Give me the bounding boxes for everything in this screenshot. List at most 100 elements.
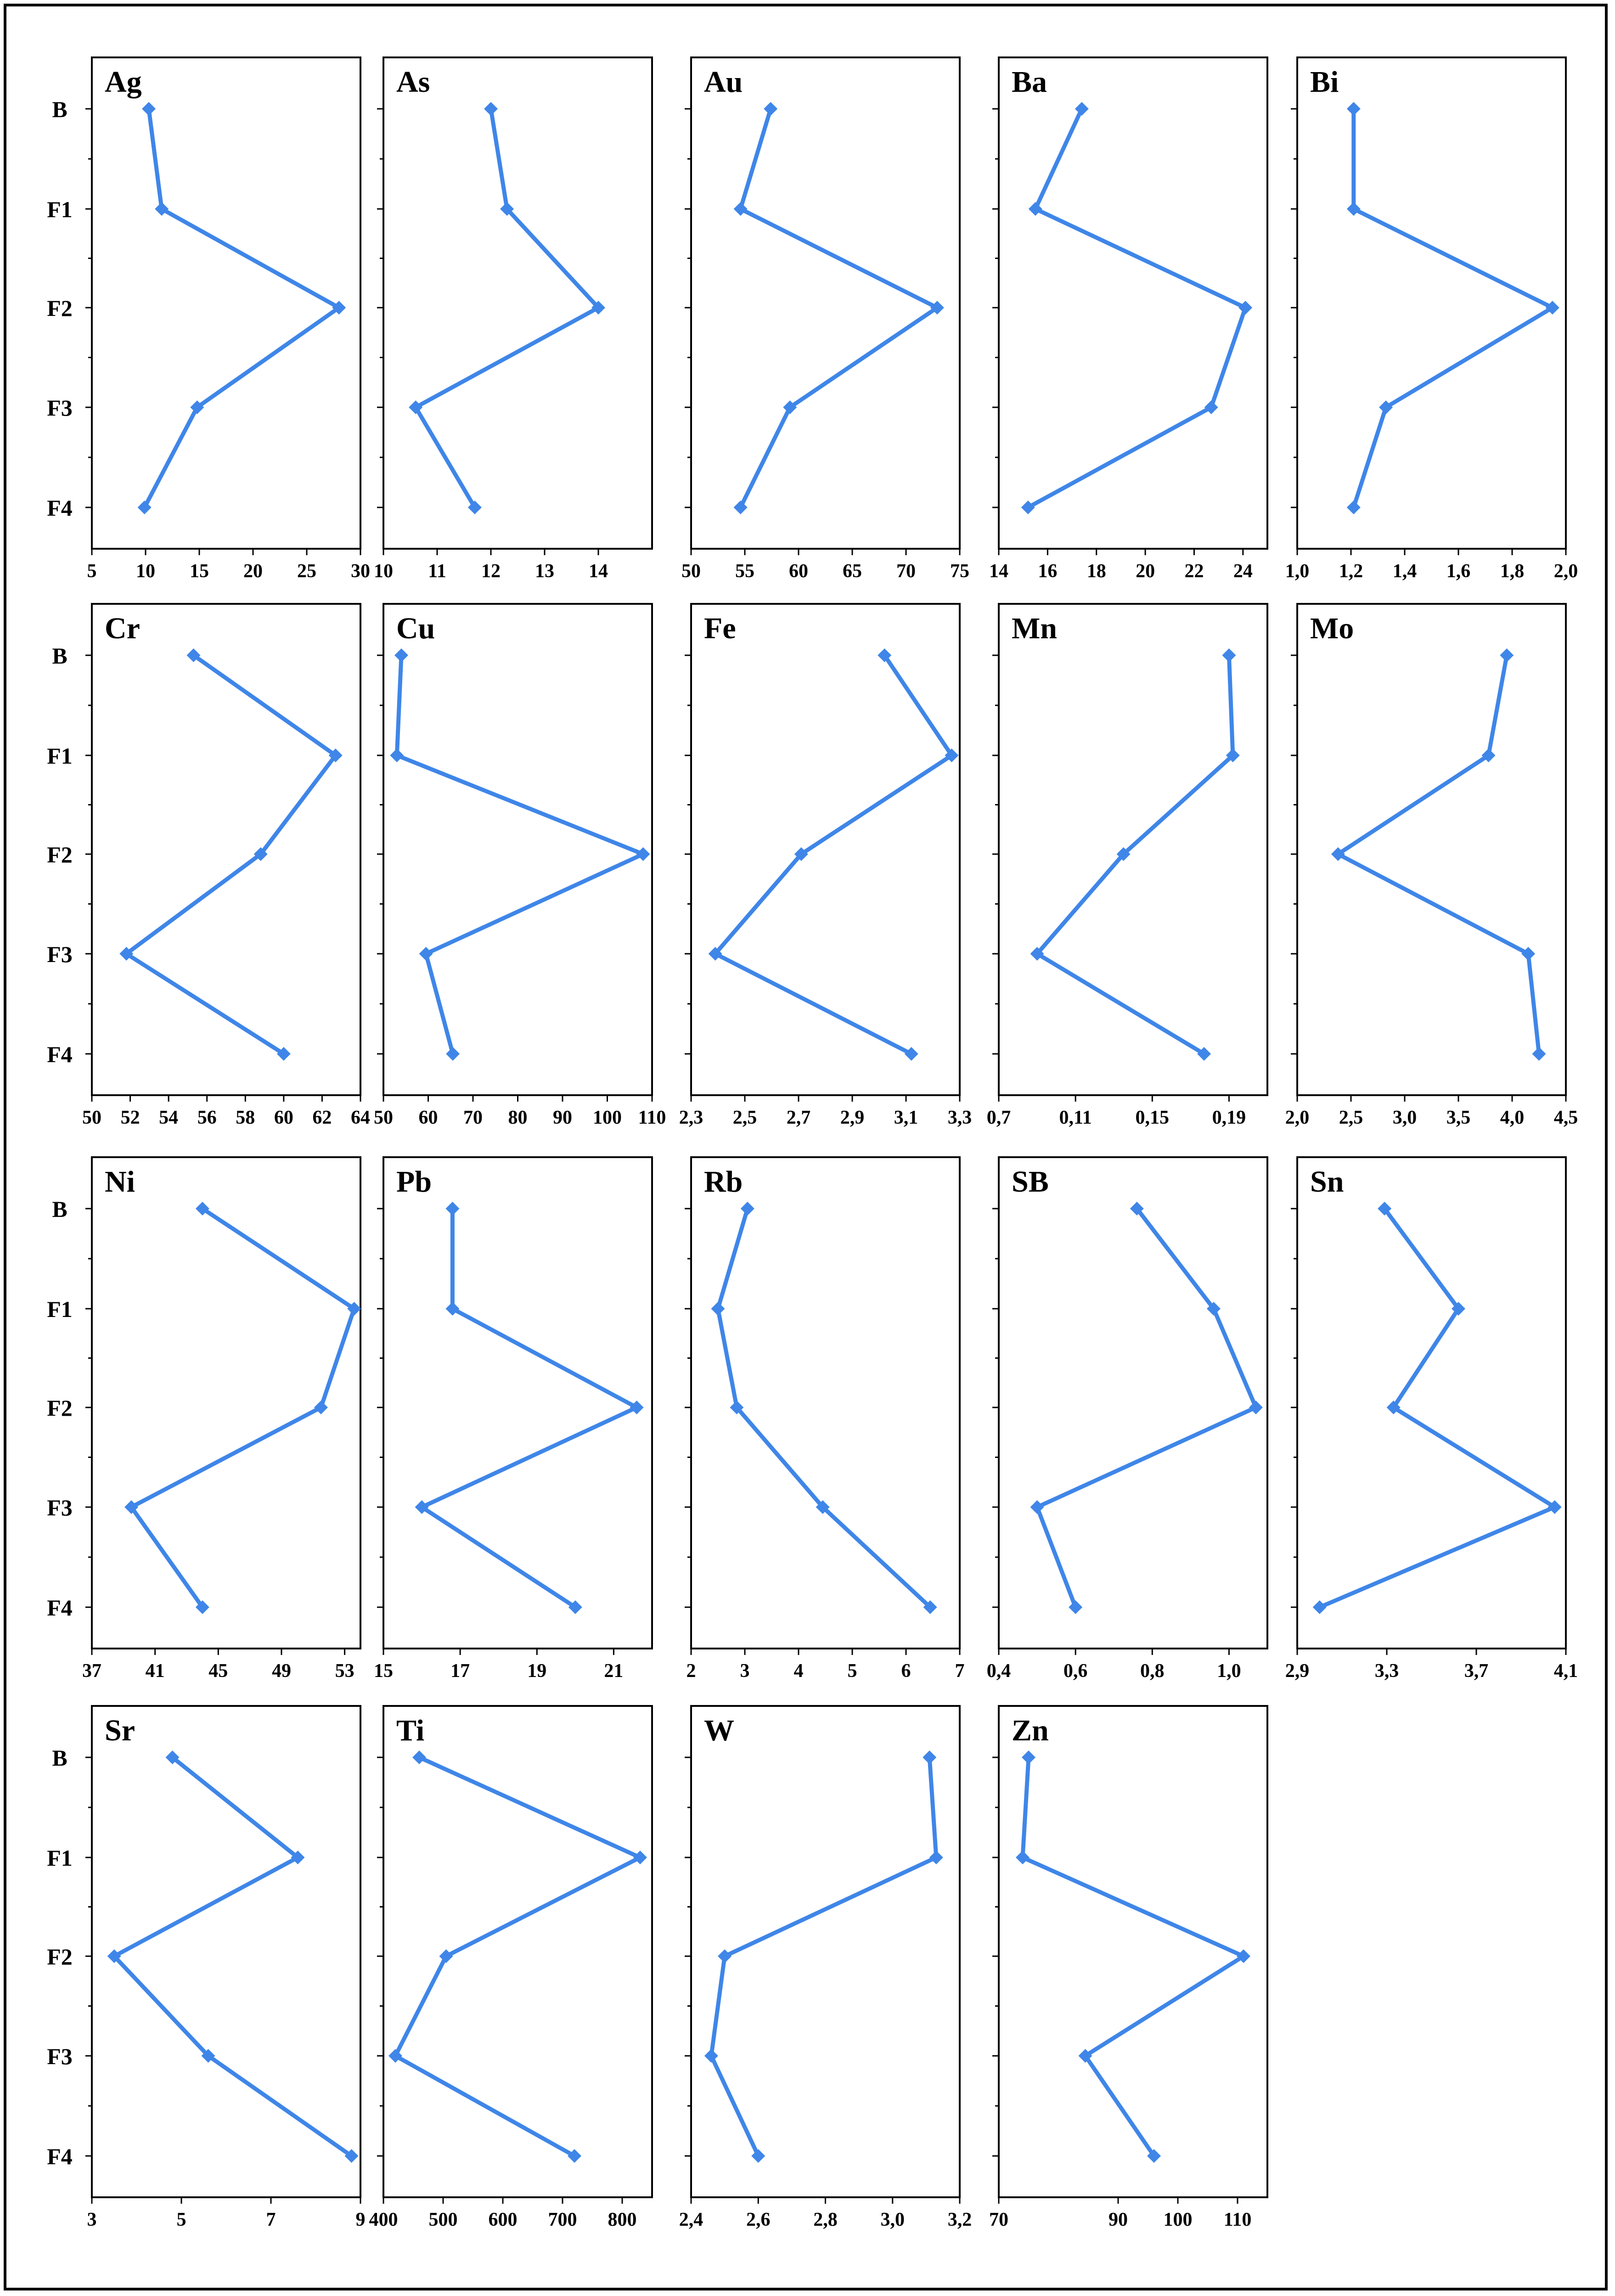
data-point-cu-b [394,648,408,662]
data-point-cu-f4 [446,1047,460,1061]
x-tick-label-rb: 5 [848,1660,857,1682]
panel-title-zn: Zn [1012,1714,1049,1747]
x-tick-label-fe: 2,3 [679,1107,703,1128]
x-tick-label-bi: 2,0 [1554,561,1578,582]
panel-frame-fe [690,603,961,1096]
x-tick-label-ba: 18 [1087,561,1106,582]
category-label-f2-row-4: F2 [47,1944,73,1970]
x-tick-label-zn: 90 [1109,2209,1128,2230]
category-label-b-row-2: B [52,643,67,669]
panel-frame-rb [690,1156,961,1649]
x-tick-label-fe: 2,9 [840,1107,865,1128]
panel-mo: 2,0 2,5 3,0 3,5 4,0 4,5 Mo [1285,603,1578,1128]
panel-ti: 400 500 600 700 800 Ti [369,1705,653,2230]
panel-bi: 1,0 1,2 1,4 1,6 1,8 2,0 Bi [1285,56,1578,582]
x-tick-label-ba: 14 [989,561,1008,582]
panel-title-pb: Pb [396,1165,432,1199]
data-point-mo-f4 [1532,1047,1546,1061]
x-tick-label-bi: 1,6 [1446,561,1471,582]
x-tick-label-au: 50 [681,561,701,582]
data-point-cu-f1 [390,748,404,762]
x-tick-label-pb: 19 [527,1660,546,1682]
x-tick-label-cu: 80 [508,1107,528,1128]
panel-title-sb: SB [1012,1165,1049,1199]
data-point-ti-f2 [439,1949,453,1963]
panel-title-cu: Cu [396,612,435,645]
x-tick-label-cu: 100 [593,1107,622,1128]
panel-frame-mo [1296,603,1567,1096]
x-tick-label-ni: 49 [272,1660,291,1682]
series-line-fe [712,654,955,1056]
x-tick-label-ba: 24 [1233,561,1253,582]
x-tick-label-ni: 45 [208,1660,228,1682]
x-tick-label-sn: 2,9 [1285,1660,1310,1682]
x-tick-label-zn: 100 [1164,2209,1193,2230]
x-tick-label-mo: 4,0 [1500,1107,1525,1128]
series-line-w [709,1757,939,2157]
data-point-zn-b [1022,1750,1035,1764]
data-point-mn-b [1222,648,1236,662]
data-point-pb-f2 [630,1401,644,1414]
data-point-sb-f4 [1069,1600,1083,1614]
data-point-w-f3 [704,2049,718,2063]
data-point-fe-f4 [904,1047,918,1061]
x-tick-label-cr: 52 [121,1107,140,1128]
x-tick-label-sb: 0,8 [1140,1660,1165,1682]
data-point-w-f4 [751,2149,765,2163]
data-point-bi-f1 [1346,202,1361,216]
panel-sr: 3 5 7 9 Sr [85,1705,366,2230]
x-tick-label-sn: 3,7 [1464,1660,1489,1682]
data-point-au-f2 [930,301,944,315]
panel-title-w: W [704,1714,734,1747]
panel-title-bi: Bi [1310,65,1339,99]
figure-frame [4,4,1608,2290]
panel-title-ni: Ni [105,1165,135,1199]
panel-frame-ag [91,56,361,550]
series-line-rb [715,1208,932,1609]
series-line-bi [1351,109,1557,508]
x-tick-label-cr: 60 [274,1107,293,1128]
x-tick-label-zn: 110 [1224,2209,1252,2230]
data-point-ba-b [1075,102,1089,116]
data-point-mo-f3 [1521,947,1536,961]
data-point-ni-f4 [195,1600,209,1614]
data-point-mn-f2 [1116,847,1131,861]
data-point-w-f1 [929,1851,943,1864]
x-tick-label-mo: 2,5 [1339,1107,1363,1128]
series-line-zn [1020,1757,1248,2157]
data-point-sb-f3 [1030,1500,1044,1514]
data-point-ni-f3 [124,1500,139,1514]
x-tick-label-rb: 3 [740,1660,750,1682]
x-tick-label-ag: 20 [243,561,263,582]
category-label-f1-row-1: F1 [47,197,73,222]
panel-frame-ba [998,56,1268,550]
x-tick-label-cu: 90 [553,1107,572,1128]
panel-ni: 37 41 45 49 53 Ni [82,1156,361,1682]
panel-frame-bi [1296,56,1567,550]
panel-fe: 2,3 2,5 2,7 2,9 3,1 3,3 Fe [679,603,972,1128]
x-tick-label-au: 65 [843,561,862,582]
data-point-cr-b [186,648,201,662]
x-tick-label-rb: 7 [955,1660,965,1682]
category-label-f4-row-4: F4 [47,2144,73,2169]
data-point-zn-f2 [1237,1949,1250,1963]
category-label-f4-row-2: F4 [47,1041,73,1067]
data-point-w-f2 [718,1949,732,1963]
data-point-sn-f3 [1547,1500,1562,1514]
x-tick-label-cu: 50 [374,1107,393,1128]
panel-frame-au [690,56,961,550]
data-point-sb-f2 [1249,1401,1263,1414]
panel-cu: 50 60 70 80 90 100 110 Cu [374,603,666,1128]
data-point-fe-f1 [945,748,959,762]
x-tick-label-as: 13 [535,561,554,582]
data-point-pb-b [445,1202,460,1216]
x-tick-label-rb: 6 [901,1660,911,1682]
data-point-ba-f2 [1238,301,1253,315]
data-point-sr-f4 [344,2149,359,2163]
data-point-fe-b [878,648,892,662]
x-tick-label-ba: 22 [1184,561,1204,582]
data-point-sn-f1 [1452,1302,1465,1316]
x-tick-label-cr: 54 [159,1107,178,1128]
data-point-rb-f2 [730,1401,744,1414]
data-point-sr-f2 [107,1949,121,1963]
